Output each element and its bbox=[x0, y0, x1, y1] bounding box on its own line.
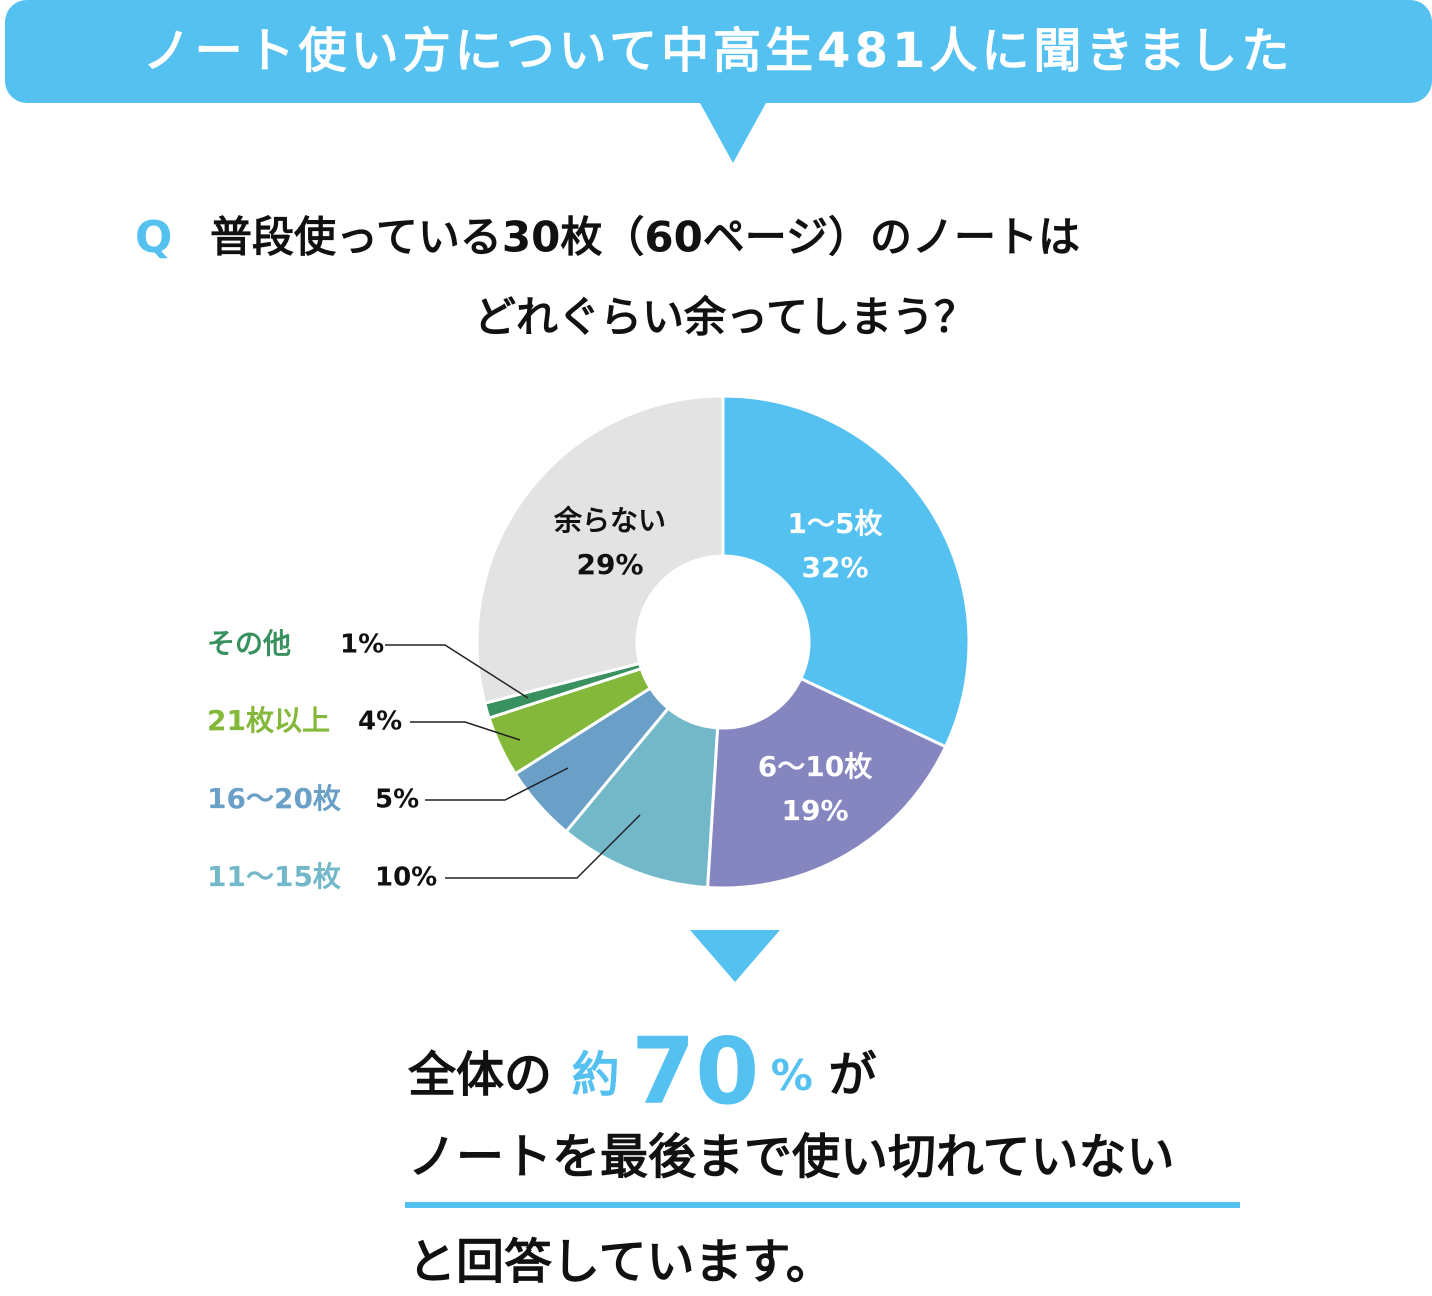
conclusion-line: 全体の 約 70 % が bbox=[407, 1018, 876, 1125]
banner-pointer bbox=[700, 103, 766, 163]
value-label: 29% bbox=[576, 548, 643, 581]
slice-label: その他 bbox=[207, 627, 291, 660]
leader-line bbox=[425, 767, 569, 801]
question-mark: Q bbox=[135, 212, 172, 263]
donut-slice bbox=[721, 394, 971, 749]
slice-label: 11〜15枚 bbox=[207, 860, 341, 893]
donut-slice bbox=[705, 676, 948, 890]
slice-label: 余らない bbox=[553, 504, 666, 537]
value-label: 32% bbox=[801, 551, 868, 584]
slice-label: 21枚以上 bbox=[207, 704, 330, 737]
donut-slice bbox=[564, 706, 720, 890]
value-label: 1% bbox=[340, 630, 384, 660]
title-line: 普段使っている30枚（60ページ）のノートは bbox=[210, 213, 1080, 262]
arrow-down bbox=[690, 930, 780, 982]
leader-line bbox=[445, 814, 641, 879]
value-label: 19% bbox=[781, 794, 848, 827]
banner-text: ノート使い方について中高生481人に聞きました bbox=[143, 23, 1294, 79]
conclusion-highlight: 約 bbox=[572, 1047, 620, 1103]
donut-slice bbox=[475, 394, 725, 706]
conclusion-line: ノートを最後まで使い切れていない bbox=[408, 1129, 1175, 1185]
slice-label: 6〜10枚 bbox=[758, 750, 872, 783]
conclusion-text: 全体の bbox=[407, 1047, 552, 1103]
title-line: どれぐらい余ってしまう？ bbox=[474, 293, 976, 342]
banner-bg bbox=[5, 0, 1432, 103]
conclusion-highlight: 70 bbox=[631, 1018, 759, 1125]
value-label: 4% bbox=[358, 707, 402, 737]
slice-label: 1〜5枚 bbox=[788, 507, 883, 540]
conclusion-line: と回答しています。 bbox=[408, 1234, 834, 1290]
value-label: 5% bbox=[375, 785, 419, 815]
conclusion-highlight: % bbox=[771, 1051, 813, 1100]
value-label: 10% bbox=[375, 863, 437, 893]
slice-label: 16〜20枚 bbox=[207, 782, 341, 815]
conclusion-text: が bbox=[828, 1047, 876, 1103]
leader-line bbox=[410, 721, 521, 741]
leader-line bbox=[385, 644, 529, 699]
